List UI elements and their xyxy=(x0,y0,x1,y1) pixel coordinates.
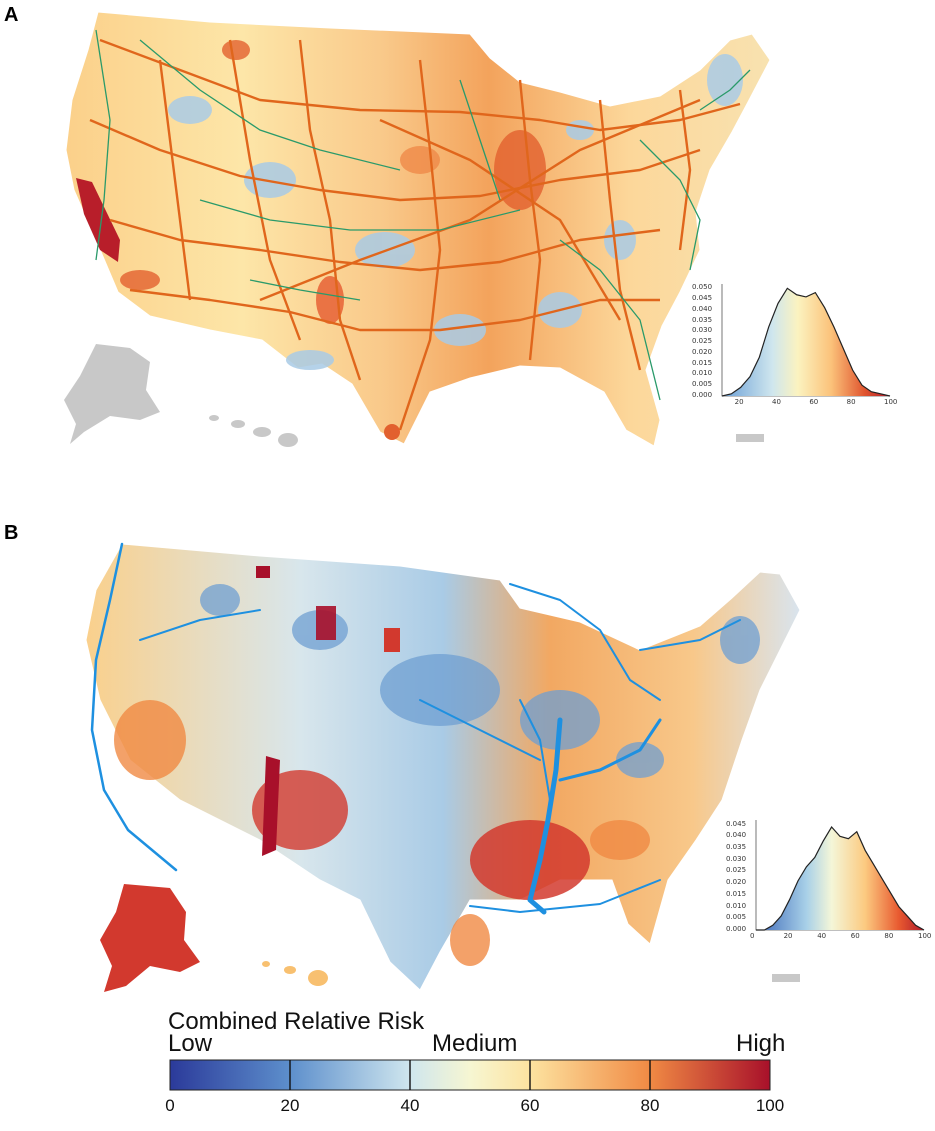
density-x-tick-label: 80 xyxy=(846,398,856,406)
map-b-conus-shape xyxy=(85,543,801,991)
density-x-tick-label: 80 xyxy=(884,932,894,940)
density-y-tick-label: 0.020 xyxy=(692,347,713,356)
density-inset-a xyxy=(721,284,891,397)
map-a-conus-shape xyxy=(65,11,771,447)
density-y-tick-label: 0.015 xyxy=(692,358,713,367)
panel-a-label: A xyxy=(4,4,19,26)
density-y-tick-label: 0.050 xyxy=(692,283,713,292)
density-x-tick-label: 100 xyxy=(884,398,898,406)
color-scale-tick-label: 40 xyxy=(400,1096,420,1115)
density-x-tick-label: 0 xyxy=(750,932,755,940)
color-scale-tick-label: 100 xyxy=(755,1096,785,1115)
density-y-tick-label: 0.035 xyxy=(726,843,747,852)
color-scale-tick-label: 60 xyxy=(520,1096,540,1115)
density-y-tick-label: 0.010 xyxy=(692,369,713,378)
density-x-tick-label: 40 xyxy=(817,932,827,940)
density-x-tick-label: 100 xyxy=(918,932,932,940)
legend-low-label: Low xyxy=(168,1030,213,1057)
map-a-alaska xyxy=(64,344,160,444)
density-y-tick-label: 0.010 xyxy=(726,901,747,910)
color-scale-tick-label: 80 xyxy=(640,1096,660,1115)
map-a-passenger-rail-lines xyxy=(95,29,751,401)
map-b-river-network xyxy=(85,542,801,992)
density-y-tick-label: 0.035 xyxy=(692,315,713,324)
map-a-hawaii xyxy=(209,415,298,447)
density-x-tick-label: 60 xyxy=(809,398,819,406)
density-y-tick-label: 0.005 xyxy=(726,913,747,922)
legend-title: Combined Relative Risk xyxy=(168,1008,425,1035)
color-scale-tick-label: 20 xyxy=(280,1096,300,1115)
color-scale-tick-label: 0 xyxy=(165,1096,175,1115)
density-inset-b xyxy=(755,820,925,931)
map-b-rivers xyxy=(90,542,741,915)
density-y-tick-label: 0.040 xyxy=(692,304,713,313)
density-y-tick-label: 0.000 xyxy=(692,391,713,399)
map-a-freight-rail-lines xyxy=(89,38,741,431)
color-scale-ticks xyxy=(289,1060,651,1090)
density-x-tick-label: 20 xyxy=(783,932,793,940)
density-x-tick-label: 40 xyxy=(772,398,781,406)
density-y-tick-label: 0.030 xyxy=(692,326,713,335)
density-area xyxy=(722,288,890,396)
density-area xyxy=(756,827,924,930)
density-y-tick-label: 0.045 xyxy=(692,294,713,303)
legend-high-label: High xyxy=(736,1030,786,1057)
map-a-rail-network xyxy=(64,11,771,447)
density-y-tick-label: 0.015 xyxy=(726,889,747,898)
map-b-hawaii xyxy=(262,961,328,986)
density-y-tick-label: 0.005 xyxy=(692,380,713,389)
density-curve xyxy=(721,287,891,397)
density-y-tick-label: 0.040 xyxy=(726,831,747,840)
density-y-tick-label: 0.030 xyxy=(726,854,747,863)
density-y-tick-label: 0.025 xyxy=(726,866,747,875)
map-b-alaska xyxy=(100,884,200,992)
density-y-tick-label: 0.045 xyxy=(726,819,747,828)
legend-medium-label: Medium xyxy=(432,1030,518,1057)
density-y-tick-label: 0.000 xyxy=(726,925,747,933)
panel-b-label: B xyxy=(4,522,19,544)
map-b-high-risk-patches xyxy=(114,566,650,966)
density-y-tick-label: 0.020 xyxy=(726,878,747,887)
map-a-puerto-rico xyxy=(736,434,764,442)
map-b-puerto-rico xyxy=(772,974,800,982)
color-scale-bar xyxy=(169,1059,771,1091)
density-x-tick-label: 20 xyxy=(734,398,744,406)
density-curve xyxy=(756,826,925,931)
density-x-tick-label: 60 xyxy=(850,932,860,940)
density-y-tick-label: 0.025 xyxy=(692,337,713,346)
